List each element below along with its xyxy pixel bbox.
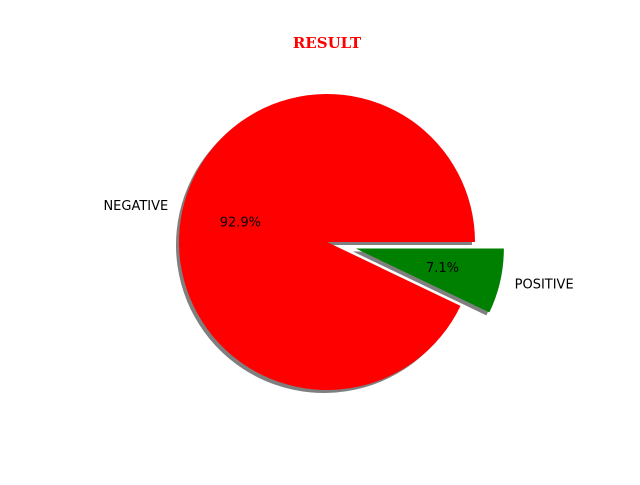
label-layer: NEGATIVE 92.9% POSITIVE 7.1% <box>103 199 573 293</box>
slice-layer <box>179 93 504 390</box>
percent-label-negative: 92.9% <box>220 215 261 230</box>
slice-positive <box>355 248 504 313</box>
slice-negative <box>179 93 475 390</box>
chart-title: RESULT <box>293 34 362 52</box>
percent-label-positive: 7.1% <box>426 261 459 276</box>
slice-label-positive: POSITIVE <box>515 278 574 293</box>
slice-label-negative: NEGATIVE <box>103 199 168 214</box>
